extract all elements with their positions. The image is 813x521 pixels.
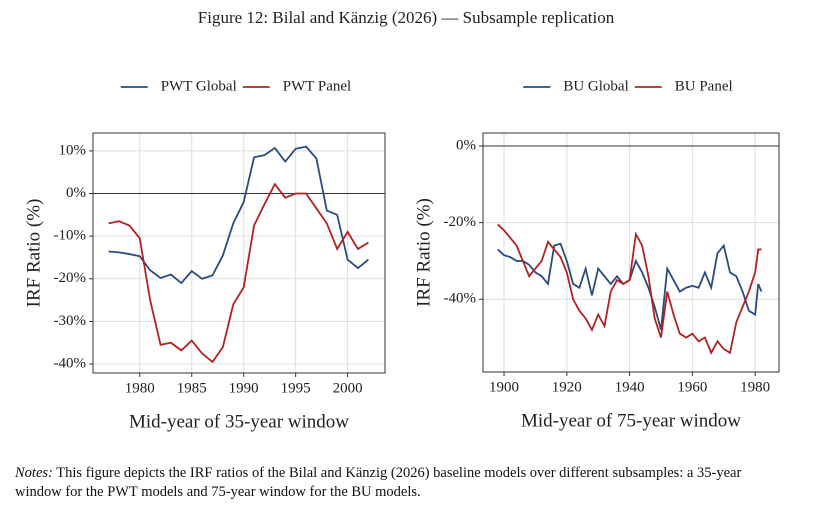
y-tick-label: 0% bbox=[66, 185, 86, 201]
legend-label: BU Panel bbox=[675, 78, 733, 94]
y-axis-label: IRF Ratio (%) bbox=[413, 198, 434, 307]
x-tick-label: 1980 bbox=[125, 380, 155, 396]
series-line bbox=[108, 145, 369, 285]
y-tick-label: -40% bbox=[444, 291, 477, 307]
y-axis-label: IRF Ratio (%) bbox=[23, 199, 44, 308]
figure-title: Figure 12: Bilal and Känzig (2026) — Sub… bbox=[198, 8, 615, 27]
x-tick-label: 1980 bbox=[740, 379, 770, 395]
notes-label: Notes: bbox=[15, 465, 53, 481]
notes-text: This figure depicts the IRF ratios of th… bbox=[15, 465, 742, 500]
x-tick-label: 1920 bbox=[552, 379, 582, 395]
series-line bbox=[497, 223, 762, 355]
x-tick-label: 2000 bbox=[333, 380, 363, 396]
plot-frame bbox=[482, 132, 780, 373]
plot-frame bbox=[92, 132, 386, 374]
y-tick-label: -20% bbox=[444, 214, 477, 230]
y-tick-label: 0% bbox=[456, 137, 476, 153]
x-axis-label: Mid-year of 75-year window bbox=[521, 410, 741, 431]
figure: Figure 12: Bilal and Känzig (2026) — Sub… bbox=[23, 8, 780, 432]
x-tick-label: 1940 bbox=[615, 379, 645, 395]
series-line bbox=[108, 182, 369, 364]
y-tick-label: -20% bbox=[54, 270, 87, 286]
x-tick-label: 1960 bbox=[677, 379, 707, 395]
y-tick-label: -30% bbox=[54, 313, 87, 329]
legend-label: PWT Global bbox=[161, 78, 237, 94]
series-line bbox=[497, 242, 763, 331]
legend: BU Global BU Panel bbox=[523, 78, 733, 94]
y-tick-label: 10% bbox=[59, 142, 87, 158]
legend-label: PWT Panel bbox=[283, 78, 351, 94]
plot-background bbox=[483, 133, 779, 372]
plot-background bbox=[93, 133, 385, 373]
notes: Notes: This figure depicts the IRF ratio… bbox=[15, 464, 785, 502]
legend-label: BU Global bbox=[563, 78, 628, 94]
x-tick-label: 1985 bbox=[177, 380, 207, 396]
x-tick-label: 1900 bbox=[489, 379, 519, 395]
x-axis-label: Mid-year of 35-year window bbox=[129, 411, 349, 432]
legend: PWT Global PWT Panel bbox=[120, 78, 351, 94]
x-tick-label: 1995 bbox=[281, 380, 311, 396]
x-tick-label: 1990 bbox=[229, 380, 259, 396]
y-tick-label: -10% bbox=[54, 228, 87, 244]
y-tick-label: -40% bbox=[54, 355, 87, 371]
